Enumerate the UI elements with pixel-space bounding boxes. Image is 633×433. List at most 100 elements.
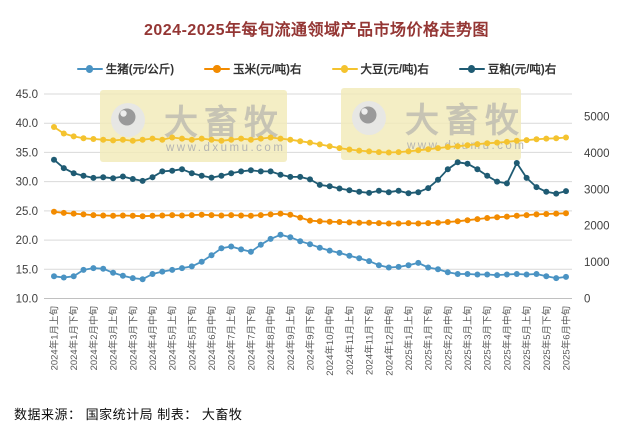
- watermark-brand-text: 大畜牧: [164, 103, 284, 142]
- data-point-corn: [503, 213, 510, 220]
- data-point-corn: [494, 214, 501, 221]
- data-point-pigs: [70, 273, 77, 280]
- data-point-soybean: [375, 149, 382, 156]
- data-point-soybean-meal: [435, 176, 441, 183]
- data-point-corn: [435, 219, 441, 226]
- data-point-pigs: [129, 275, 136, 282]
- data-point-soybean-meal: [415, 189, 422, 196]
- data-point-pigs: [395, 263, 402, 270]
- data-point-corn: [90, 212, 97, 219]
- data-point-soybean-meal: [464, 160, 471, 167]
- data-point-corn: [149, 212, 156, 219]
- data-point-soybean-meal: [129, 176, 136, 182]
- x-axis-tick-label: 2024年1月下旬: [68, 306, 80, 370]
- data-point-corn: [70, 210, 77, 217]
- data-point-corn: [257, 212, 264, 219]
- x-axis-tick-label: 2025年6月中旬: [561, 306, 573, 370]
- data-point-pigs: [513, 271, 520, 277]
- data-point-soybean: [523, 137, 530, 144]
- data-point-corn: [139, 213, 146, 220]
- legend-label-pigs: 生猪(元/公斤): [105, 64, 175, 76]
- data-point-corn: [228, 212, 235, 219]
- data-point-pigs: [563, 273, 569, 280]
- data-point-soybean-meal: [119, 173, 126, 180]
- legend-item-pigs: 生猪(元/公斤): [76, 61, 175, 77]
- x-axis-tick-label: 2024年9月上旬: [285, 306, 297, 370]
- data-point-soybean: [484, 140, 491, 147]
- data-point-pigs: [90, 265, 97, 272]
- data-point-soybean-meal: [51, 156, 57, 163]
- data-point-soybean-meal: [208, 174, 215, 181]
- x-axis-tick-label: 2024年3月下旬: [127, 306, 139, 370]
- x-axis-tick-label: 2024年7月上旬: [226, 306, 238, 370]
- data-point-corn: [129, 212, 136, 219]
- data-point-soybean-meal: [188, 170, 195, 177]
- data-point-soybean: [405, 148, 412, 155]
- data-point-corn: [80, 211, 87, 218]
- x-axis-tick-label: 2025年1月上旬: [403, 306, 415, 370]
- data-point-soybean: [316, 141, 323, 148]
- right-axis-tick-label: 1000: [584, 257, 610, 269]
- data-point-pigs: [257, 241, 264, 248]
- data-point-pigs: [149, 271, 156, 277]
- data-point-pigs: [51, 273, 57, 280]
- x-axis-tick-label: 2024年3月上旬: [108, 306, 120, 370]
- data-point-pigs: [110, 269, 117, 276]
- data-point-corn: [218, 212, 225, 219]
- left-axis-tick-label: 20.0: [16, 235, 38, 247]
- data-point-pigs: [533, 271, 540, 277]
- data-point-soybean-meal: [149, 174, 156, 181]
- data-point-corn: [336, 219, 343, 225]
- data-point-soybean-meal: [316, 181, 323, 188]
- data-point-soybean: [169, 134, 176, 141]
- data-point-soybean: [90, 136, 97, 142]
- data-point-soybean-meal: [198, 172, 205, 179]
- data-point-soybean-meal: [346, 187, 353, 194]
- data-point-soybean-meal: [494, 178, 501, 185]
- data-point-soybean: [179, 135, 185, 142]
- left-axis-tick-label: 30.0: [16, 177, 38, 189]
- legend-label-soybean-meal: 豆粕(元/吨)右: [487, 64, 557, 76]
- data-point-pigs: [100, 265, 107, 272]
- watermark-logo-eye-icon: [359, 106, 377, 124]
- data-point-corn: [553, 210, 560, 217]
- data-point-pigs: [238, 246, 245, 253]
- data-point-soybean: [543, 135, 550, 142]
- watermark-logo-highlight-icon: [361, 108, 368, 115]
- data-point-corn: [119, 212, 126, 219]
- data-point-soybean-meal: [503, 180, 510, 187]
- data-point-pigs: [503, 271, 510, 278]
- data-point-soybean: [464, 142, 471, 149]
- data-point-corn: [277, 210, 284, 217]
- left-axis-tick-label: 45.0: [16, 89, 38, 101]
- data-point-soybean: [307, 139, 313, 146]
- data-point-corn: [395, 220, 402, 227]
- data-point-soybean-meal: [80, 172, 87, 179]
- data-point-pigs: [425, 264, 432, 271]
- data-point-soybean: [395, 149, 402, 156]
- data-point-soybean-meal: [110, 175, 117, 182]
- data-point-corn: [415, 220, 422, 227]
- x-axis-tick-label: 2024年12月中旬: [383, 306, 395, 376]
- data-point-corn: [533, 211, 540, 218]
- data-point-soybean: [51, 124, 57, 130]
- legend-marker-soybean-icon: [331, 65, 358, 73]
- data-point-corn: [454, 218, 461, 225]
- data-point-corn: [464, 217, 471, 224]
- right-axis-tick-label: 3000: [584, 184, 610, 196]
- data-point-soybean-meal: [385, 189, 392, 196]
- data-point-corn: [159, 212, 166, 219]
- x-axis-tick-label: 2024年4月中旬: [147, 306, 159, 370]
- data-point-soybean-meal: [375, 187, 382, 194]
- data-point-corn: [169, 212, 176, 219]
- data-point-soybean: [533, 136, 540, 143]
- data-point-pigs: [366, 258, 373, 265]
- data-point-soybean: [129, 137, 136, 144]
- x-axis-tick-label: 2025年5月上旬: [521, 306, 533, 370]
- chart-title: 2024-2025年每旬流通领域产品市场价格走势图: [143, 22, 490, 39]
- data-point-corn: [247, 212, 254, 219]
- x-axis: 2024年1月上旬 2024年1月下旬 2024年2月中旬 2024年3月上旬 2024…: [49, 306, 573, 376]
- data-point-soybean: [247, 136, 254, 143]
